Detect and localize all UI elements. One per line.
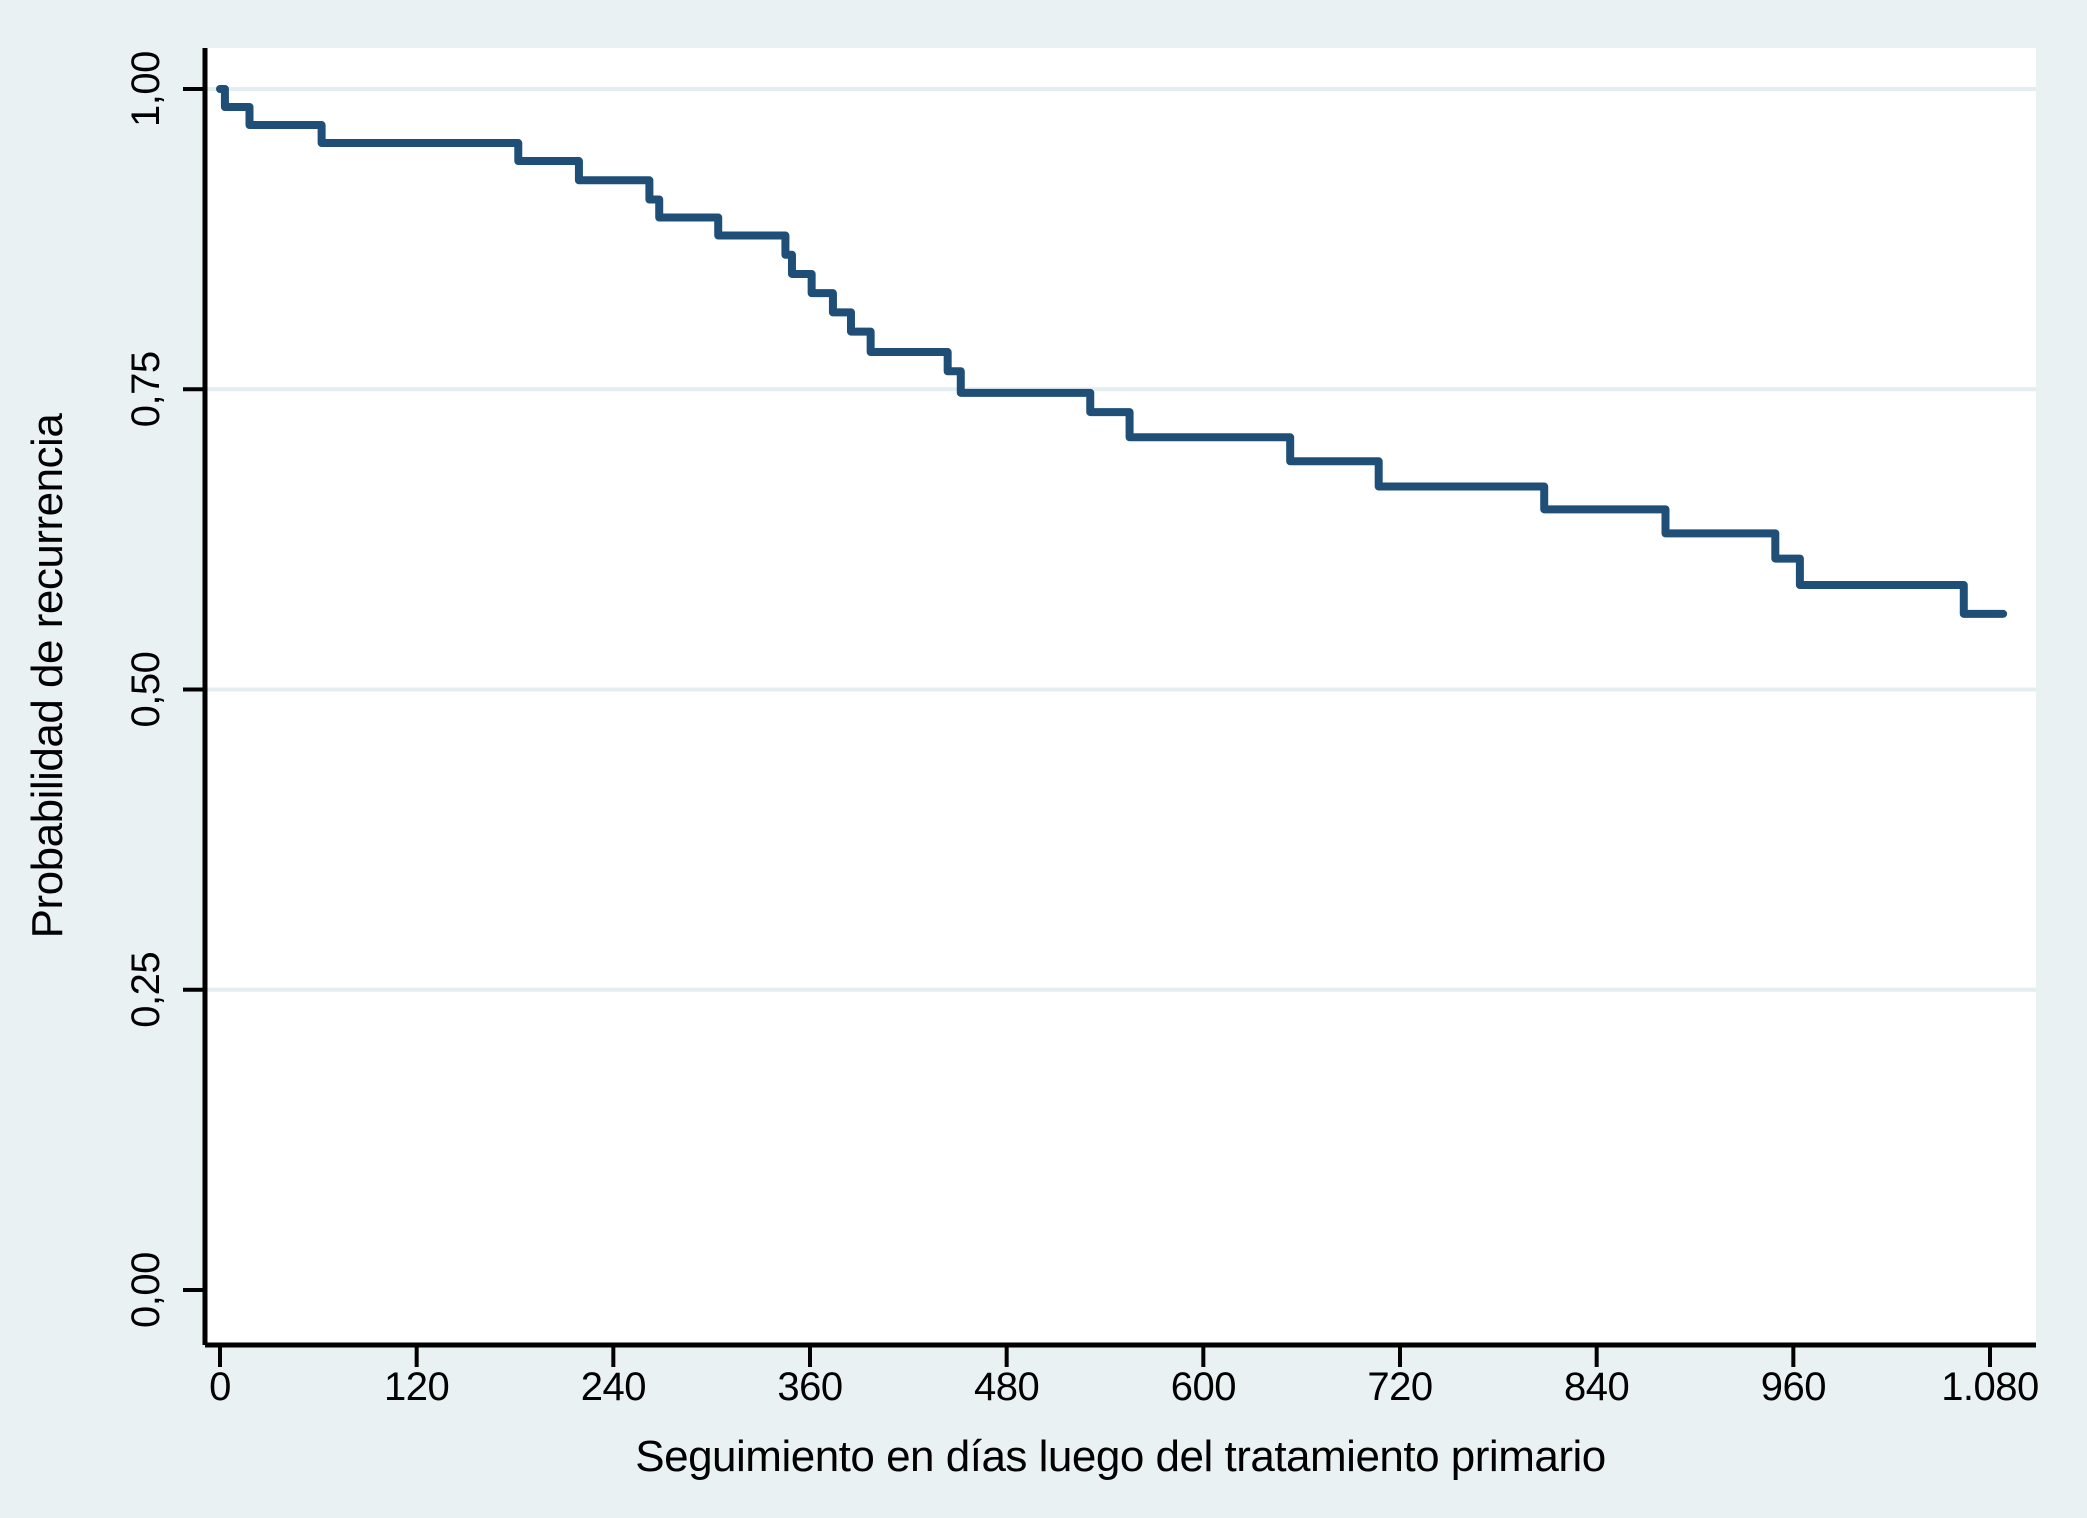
x-tick-label: 1.080: [1941, 1365, 2039, 1409]
plot-area: [205, 48, 2036, 1345]
x-tick-label: 240: [581, 1365, 646, 1409]
x-tick-label: 720: [1367, 1365, 1432, 1409]
x-tick-label: 960: [1761, 1365, 1826, 1409]
x-tick-label: 480: [974, 1365, 1039, 1409]
y-tick-label: 0,75: [124, 351, 168, 427]
x-tick-label: 600: [1171, 1365, 1236, 1409]
y-axis-title: Probabilidad de recurrencia: [23, 413, 72, 939]
kaplan-meier-curve: [216, 85, 2008, 618]
x-tick-label: 840: [1564, 1365, 1629, 1409]
y-tick-label: 0,00: [124, 1252, 168, 1328]
x-tick-label: 120: [384, 1365, 449, 1409]
x-axis-title: Seguimiento en días luego del tratamient…: [635, 1432, 1606, 1481]
y-tick-label: 0,50: [124, 652, 168, 728]
y-tick-label: 0,25: [124, 952, 168, 1028]
x-tick-label: 0: [209, 1365, 231, 1409]
y-tick-label: 1,00: [124, 51, 168, 127]
x-tick-label: 360: [777, 1365, 842, 1409]
